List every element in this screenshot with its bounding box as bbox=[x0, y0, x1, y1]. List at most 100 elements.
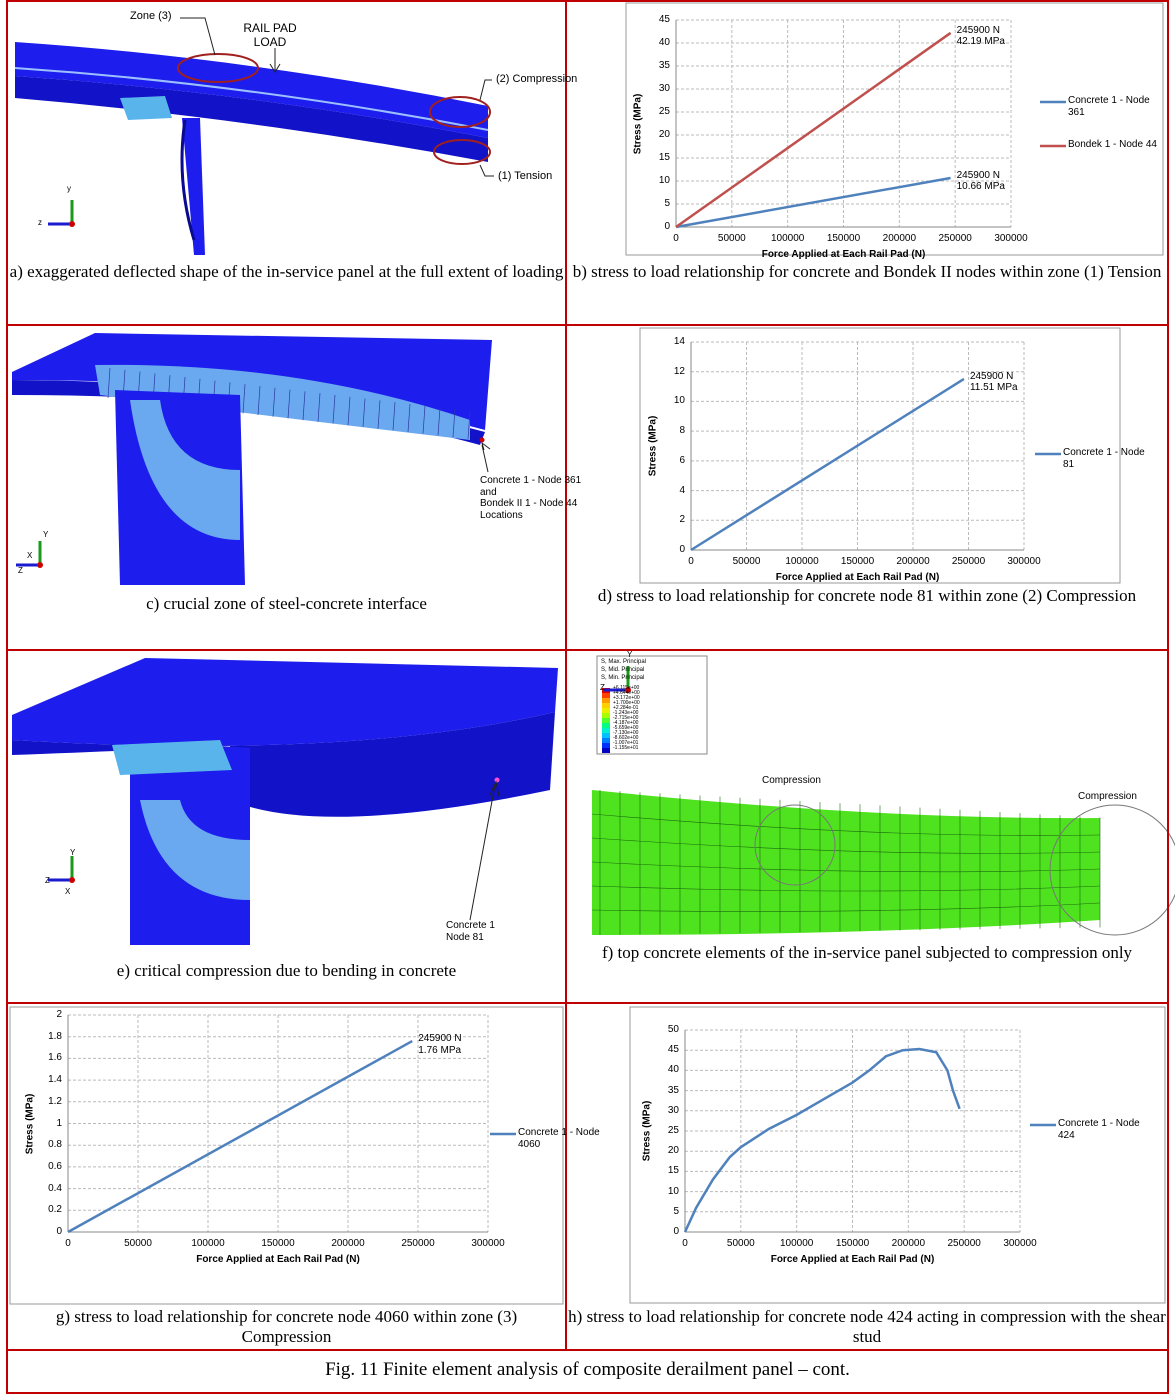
x-tick-label: 200000 bbox=[896, 556, 929, 568]
contour-swatch bbox=[602, 743, 610, 748]
chart-frame bbox=[626, 3, 1163, 255]
annotation: -1.155e+01 bbox=[613, 746, 638, 752]
legend-entry: Concrete 1 - Node 4060 bbox=[518, 1127, 610, 1150]
x-tick-label: 250000 bbox=[952, 556, 985, 568]
y-tick-label: 0 bbox=[664, 221, 670, 233]
panel-caption: f) top concrete elements of the in-servi… bbox=[568, 943, 1166, 963]
y-tick-label: 1.6 bbox=[48, 1052, 62, 1064]
y-tick-label: 1.8 bbox=[48, 1031, 62, 1043]
annotation: y bbox=[67, 184, 71, 193]
y-tick-label: 40 bbox=[659, 37, 670, 49]
y-tick-label: 4 bbox=[679, 485, 685, 497]
annotation: Compression bbox=[1078, 791, 1137, 803]
y-tick-label: 45 bbox=[668, 1044, 679, 1056]
x-tick-label: 150000 bbox=[827, 233, 860, 245]
x-tick-label: 200000 bbox=[331, 1238, 364, 1250]
y-tick-label: 30 bbox=[668, 1105, 679, 1117]
contour-swatch bbox=[602, 728, 610, 733]
mesh-surface bbox=[592, 790, 1100, 935]
y-tick-label: 25 bbox=[659, 106, 670, 118]
annotation: S, Mid. Principal bbox=[601, 667, 644, 674]
y-tick-label: 45 bbox=[659, 14, 670, 26]
x-tick-label: 100000 bbox=[771, 233, 804, 245]
panel-caption: h) stress to load relationship for concr… bbox=[568, 1307, 1166, 1348]
x-tick-label: 0 bbox=[65, 1238, 71, 1250]
contour-swatch bbox=[602, 698, 610, 703]
x-tick-label: 300000 bbox=[994, 233, 1027, 245]
y-tick-label: 8 bbox=[679, 425, 685, 437]
connector bbox=[120, 96, 172, 120]
y-tick-label: 12 bbox=[674, 366, 685, 378]
x-tick-label: 100000 bbox=[191, 1238, 224, 1250]
legend-entry: Concrete 1 - Node 361 bbox=[1068, 95, 1160, 118]
legend-entry: Concrete 1 - Node 424 bbox=[1058, 1118, 1150, 1141]
annotation: Y bbox=[70, 848, 75, 857]
contour-swatch bbox=[602, 723, 610, 728]
panel-caption: a) exaggerated deflected shape of the in… bbox=[9, 262, 564, 282]
y-tick-label: 10 bbox=[668, 1186, 679, 1198]
data-annotation: 245900 N 10.66 MPa bbox=[957, 170, 1005, 193]
x-tick-label: 200000 bbox=[892, 1238, 925, 1250]
contour-swatch bbox=[602, 738, 610, 743]
x-tick-label: 0 bbox=[682, 1238, 688, 1250]
y-tick-label: 20 bbox=[668, 1145, 679, 1157]
y-tick-label: 35 bbox=[659, 60, 670, 72]
connector bbox=[112, 740, 232, 775]
annotation: (2) Compression bbox=[496, 73, 577, 86]
panel-caption: d) stress to load relationship for concr… bbox=[568, 586, 1166, 606]
x-tick-label: 150000 bbox=[836, 1238, 869, 1250]
y-tick-label: 0.4 bbox=[48, 1183, 62, 1195]
x-tick-label: 50000 bbox=[718, 233, 746, 245]
x-axis-title: Force Applied at Each Rail Pad (N) bbox=[771, 1254, 935, 1266]
y-tick-label: 2 bbox=[56, 1009, 62, 1021]
y-tick-label: 1.2 bbox=[48, 1096, 62, 1108]
node-marker bbox=[480, 438, 485, 443]
annotation: S, Max. Principal bbox=[601, 659, 646, 666]
annotation: X bbox=[65, 887, 70, 896]
y-axis-title: Stress (MPa) bbox=[647, 416, 659, 477]
annotation: Z bbox=[600, 683, 605, 692]
annotation: Z bbox=[45, 876, 50, 885]
y-tick-label: 14 bbox=[674, 336, 685, 348]
x-axis-title: Force Applied at Each Rail Pad (N) bbox=[762, 249, 926, 261]
figure-canvas bbox=[0, 0, 1175, 1395]
x-tick-label: 250000 bbox=[401, 1238, 434, 1250]
annotation: Concrete 1 - Node 361 and Bondek II 1 - … bbox=[480, 475, 581, 521]
panel-caption: c) crucial zone of steel-concrete interf… bbox=[9, 594, 564, 614]
annotation: z bbox=[38, 218, 42, 227]
y-tick-label: 0.8 bbox=[48, 1139, 62, 1151]
figure-caption: Fig. 11 Finite element analysis of compo… bbox=[9, 1359, 1166, 1382]
figure-page: (() => { const data = JSON.parse(documen… bbox=[0, 0, 1175, 1395]
y-tick-label: 2 bbox=[679, 514, 685, 526]
x-tick-label: 50000 bbox=[733, 556, 761, 568]
annotation: (1) Tension bbox=[498, 170, 552, 183]
annotation: Z bbox=[18, 566, 23, 575]
contour-swatch bbox=[602, 693, 610, 698]
contour-swatch bbox=[602, 733, 610, 738]
y-tick-label: 6 bbox=[679, 455, 685, 467]
x-tick-label: 200000 bbox=[883, 233, 916, 245]
annotation: Zone (3) bbox=[130, 10, 172, 23]
load-arrow bbox=[270, 48, 280, 72]
annotation: Y bbox=[627, 650, 632, 659]
annotation: Y bbox=[43, 530, 48, 539]
leader bbox=[480, 165, 494, 176]
x-tick-label: 0 bbox=[688, 556, 694, 568]
y-tick-label: 1 bbox=[56, 1118, 62, 1130]
y-tick-label: 1.4 bbox=[48, 1074, 62, 1086]
y-tick-label: 0 bbox=[673, 1226, 679, 1238]
x-tick-label: 300000 bbox=[1007, 556, 1040, 568]
x-axis-title: Force Applied at Each Rail Pad (N) bbox=[776, 572, 940, 584]
y-tick-label: 5 bbox=[673, 1206, 679, 1218]
annotation: S, Min. Principal bbox=[601, 675, 644, 682]
y-tick-label: 0.2 bbox=[48, 1204, 62, 1216]
contour-swatch bbox=[602, 703, 610, 708]
y-axis-title: Stress (MPa) bbox=[632, 93, 644, 154]
contour-swatch bbox=[602, 713, 610, 718]
x-tick-label: 150000 bbox=[261, 1238, 294, 1250]
x-tick-label: 250000 bbox=[938, 233, 971, 245]
axis-triad bbox=[69, 221, 75, 227]
contour-swatch bbox=[602, 718, 610, 723]
contour-swatch bbox=[602, 708, 610, 713]
x-tick-label: 300000 bbox=[471, 1238, 504, 1250]
